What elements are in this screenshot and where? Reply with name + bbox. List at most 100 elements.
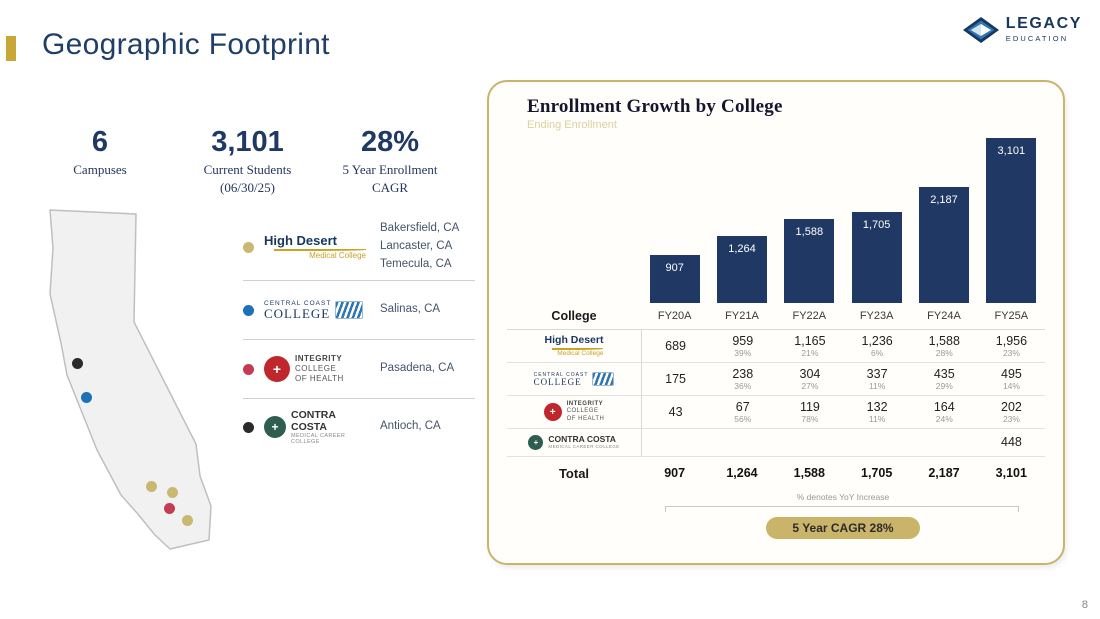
enrollment-cell: 119 78% [776, 400, 843, 424]
enrollment-cell: 689 [642, 339, 709, 353]
enrollment-value: 175 [665, 371, 687, 386]
legend-locations: Bakersfield, CA Lancaster, CA Temecula, … [380, 220, 475, 273]
enrollment-value: 119 [799, 400, 820, 415]
legacy-logo-icon [962, 16, 999, 43]
legend-dot-gold [243, 241, 254, 253]
bar-column-fy21a: 1,264 [708, 131, 775, 303]
bar-value-label: 2,187 [930, 194, 958, 206]
logo-text-block: LEGACY EDUCATION [1005, 15, 1082, 44]
enrollment-cell: 67 56% [709, 400, 776, 424]
legend-row-integrity: + INTEGRITY COLLEGE OF HEALTH Pasadena, … [243, 340, 475, 399]
legend-row-central-coast: CENTRAL COAST COLLEGE Salinas, CA [243, 281, 475, 340]
map-dot-temecula [182, 515, 193, 526]
enrollment-bar-fy22a: 1,588 [784, 219, 835, 303]
logo-text-block: INTEGRITY COLLEGE OF HEALTH [295, 354, 344, 384]
yoy-percent: 23% [1002, 413, 1020, 424]
enrollment-cell: 435 29% [911, 367, 978, 391]
logo-text-line: MEDICAL CAREER COLLEGE [548, 443, 620, 449]
logo-text-line: COLLEGE [295, 364, 337, 373]
map-dot-bakersfield [146, 481, 157, 492]
enrollment-cell: 337 11% [844, 367, 911, 391]
total-cells: 907 1,264 1,588 1,705 2,187 3,101 [641, 466, 1045, 480]
row-cells: 689 959 39% 1,165 21% 1,236 6% 1,588 28% 1,956 23% [641, 330, 1045, 362]
logo-text-line: CENTRAL COAST [533, 371, 589, 378]
enrollment-value: 132 [866, 400, 888, 415]
enrollment-cell: 1,236 6% [844, 334, 911, 358]
bar-column-fy22a: 1,588 [776, 131, 843, 303]
logo-text-line: MEDICAL CAREER COLLEGE [291, 433, 346, 446]
legend-locations: Pasadena, CA [380, 360, 475, 378]
yoy-percent: 36% [734, 380, 752, 391]
total-cell: 907 [664, 466, 686, 480]
stat-label-line: Campuses [73, 162, 127, 178]
map-dot-antioch [72, 358, 83, 369]
total-label: Total [558, 465, 590, 481]
location: Lancaster, CA [380, 240, 453, 253]
location: Temecula, CA [380, 257, 452, 270]
enrollment-bar-fy23a: 1,705 [851, 212, 902, 303]
enrollment-cell: 238 36% [709, 367, 776, 391]
campus-legend: High Desert Medical College Bakersfield,… [243, 214, 475, 455]
table-row-integrity: + INTEGRITY COLLEGE OF HEALTH 43 67 56% 119… [507, 396, 1045, 429]
stat-value: 6 [91, 126, 109, 158]
chart-title: Enrollment Growth by College [527, 96, 783, 117]
college-logo-cell: CENTRAL COAST COLLEGE [507, 363, 641, 395]
bar-column-fy20a: 907 [641, 131, 708, 303]
fy-header-fy21a: FY21A [725, 310, 759, 322]
logo-text-line: INTEGRITY [295, 354, 343, 363]
wave-flag-icon [592, 372, 615, 386]
bar-chart: 907 1,264 1,588 1,705 2,187 3,101 [641, 131, 1045, 303]
stat-label: Campuses [40, 161, 160, 179]
stats-row: 6 Campuses 3,101 Current Students (06/30… [40, 126, 445, 196]
integrity-logo: + INTEGRITY COLLEGE OF HEALTH [543, 401, 605, 424]
total-cell: 1,588 [793, 466, 825, 480]
logo-text-line: CONTRA COSTA [548, 434, 616, 445]
yoy-percent: 21% [801, 347, 819, 358]
stat-label: 5 Year Enrollment CAGR [335, 161, 445, 196]
legend-locations: Salinas, CA [380, 301, 475, 319]
total-row: Total 907 1,264 1,588 1,705 2,187 3,101 [507, 457, 1045, 489]
logo-wordmark: LEGACY [1005, 15, 1082, 32]
gold-swoosh [551, 347, 604, 350]
yoy-footnote: % denotes YoY Increase [796, 492, 890, 502]
yoy-percent: 39% [734, 347, 752, 358]
enrollment-cell: 959 39% [709, 334, 776, 358]
yoy-percent: 6% [870, 347, 884, 358]
central-coast-logo: CENTRAL COAST COLLEGE [534, 372, 615, 387]
contra-costa-logo: + CONTRA COSTA MEDICAL CAREER COLLEGE [264, 409, 366, 445]
enrollment-value: 448 [1001, 435, 1022, 450]
logo-subtext: EDUCATION [1005, 34, 1069, 43]
location: Antioch, CA [380, 420, 441, 433]
stat-label-line: Current Students [203, 162, 292, 178]
enrollment-table: High Desert Medical College 689 959 39% 1,1… [507, 329, 1045, 457]
bar-value-label: 3,101 [997, 145, 1026, 157]
wave-flag-icon [335, 300, 364, 319]
medical-cross-icon: + [543, 403, 562, 421]
enrollment-card: Enrollment Growth by College Ending Enro… [487, 80, 1065, 565]
college-logo-cell: High Desert Medical College [507, 330, 641, 362]
fy-header-cells: FY20A FY21A FY22A FY23A FY24A FY25A [641, 310, 1045, 322]
stat-value: 28% [360, 126, 420, 158]
enrollment-bar-fy20a: 907 [649, 255, 700, 303]
logo-text-line: OF HEALTH [295, 374, 344, 383]
location: Salinas, CA [380, 303, 441, 316]
enrollment-cell: 448 [978, 435, 1045, 449]
table-header: College FY20A FY21A FY22A FY23A FY24A FY25A [507, 303, 1045, 329]
title-accent-bar [6, 36, 16, 61]
table-row-central-coast: CENTRAL COAST COLLEGE 175 238 36% 304 27% 337… [507, 363, 1045, 396]
yoy-percent: 29% [935, 380, 953, 391]
enrollment-bar-fy25a: 3,101 [986, 138, 1037, 303]
enrollment-cell: 1,588 28% [911, 334, 978, 358]
enrollment-cell: 495 14% [978, 367, 1045, 391]
stat-label-line: (06/30/25) [220, 179, 275, 195]
bar-column-fy23a: 1,705 [843, 131, 910, 303]
enrollment-value: 689 [665, 338, 687, 353]
yoy-percent: 14% [1002, 380, 1020, 391]
enrollment-cell: 202 23% [978, 400, 1045, 424]
logo-text-line: High Desert [544, 333, 604, 346]
medical-cross-icon: + [264, 416, 286, 438]
yoy-percent: 24% [935, 413, 953, 424]
stat-value: 3,101 [211, 126, 284, 158]
enrollment-cell: 1,165 21% [776, 334, 843, 358]
